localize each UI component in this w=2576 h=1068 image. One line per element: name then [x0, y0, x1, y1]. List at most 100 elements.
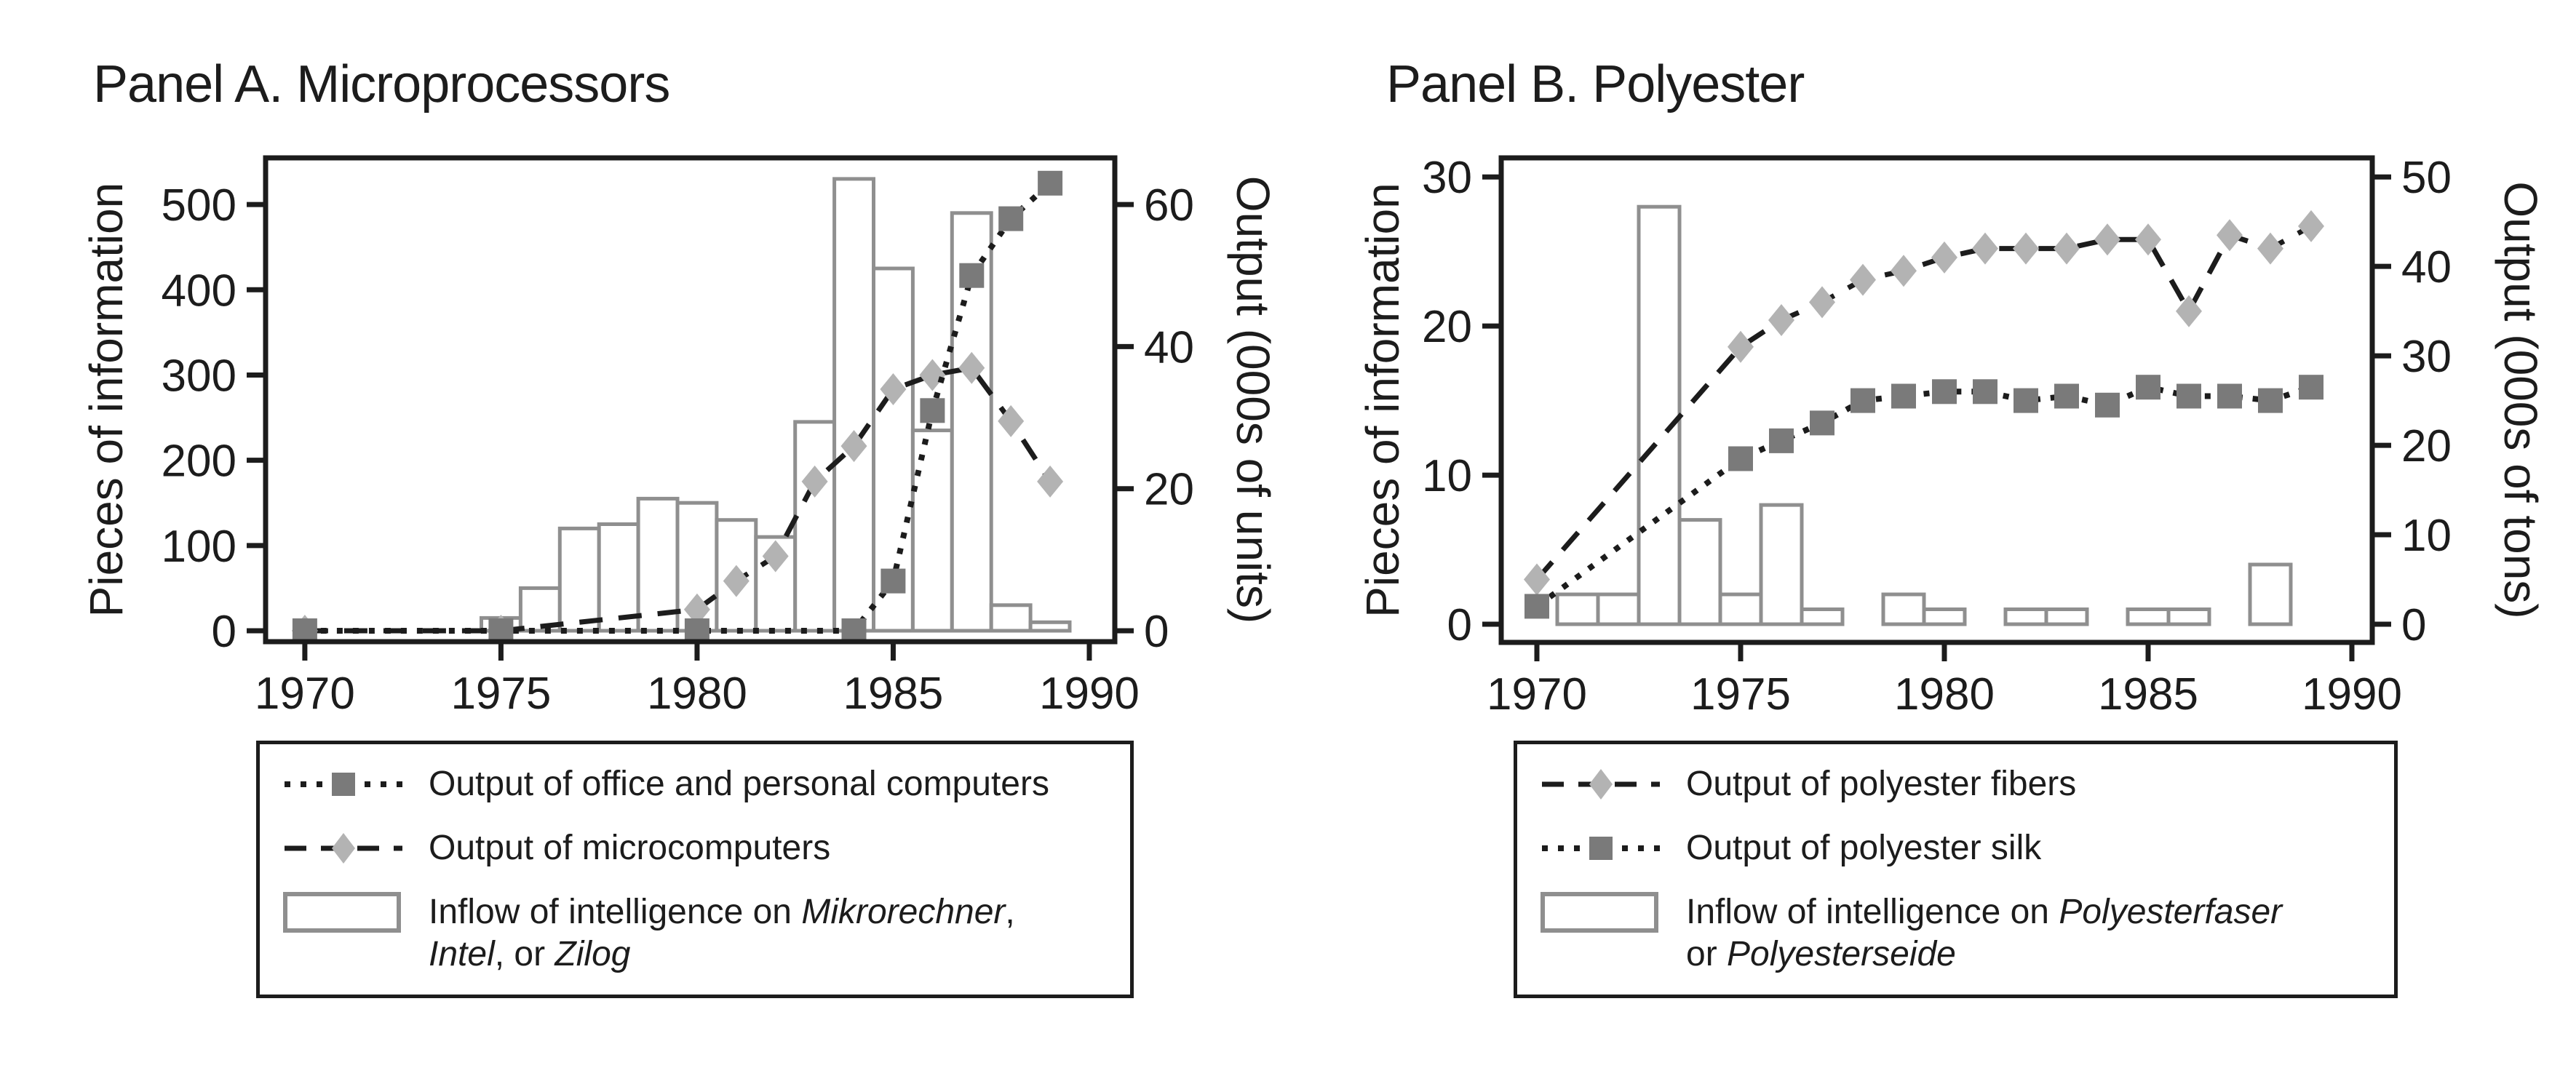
diamond-marker-1970	[1524, 563, 1550, 596]
legend-sample-dotted-square-icon	[285, 773, 402, 796]
right-tick-label-40: 40	[2401, 242, 2452, 292]
x-tick-label-1970: 1970	[255, 669, 355, 719]
square-marker-1975	[1728, 446, 1753, 471]
square-marker-1979	[1891, 383, 1916, 409]
bar-1986	[910, 429, 954, 633]
bar-1989	[1028, 620, 1072, 633]
legend-label: Inflow of intelligence on Polyesterfaser…	[1686, 893, 2283, 973]
right-axis-label: Output (000s of tons)	[2494, 181, 2547, 618]
diamond-marker-1982	[762, 540, 789, 573]
square-marker-icon	[332, 773, 355, 796]
series-line-dashed	[304, 364, 1053, 634]
x-tick-label-1990: 1990	[1039, 669, 1140, 719]
square-marker-1977	[1810, 410, 1834, 436]
square-marker-1985	[2136, 375, 2160, 400]
diamond-marker-1985	[2135, 223, 2161, 256]
right-axis: 0 10 20 30 40 50	[2372, 153, 2452, 650]
square-marker-1970	[1524, 594, 1549, 619]
left-tick-label-100: 100	[162, 522, 236, 572]
bar-1986	[2166, 607, 2211, 626]
diamond-marker-1981	[723, 565, 750, 597]
legend-item: Inflow of intelligence on Polyesterfaser…	[1539, 891, 2381, 976]
series-diamond	[291, 351, 1064, 647]
legend-sample-bar-icon	[1541, 892, 1658, 933]
panel-b-plot: 1970 1975 1980 1985 1990 0 10 20 30 0 10 20 30 40 50 Pi…	[1356, 153, 2547, 720]
legend-label: Output of microcomputers	[429, 829, 831, 867]
bar-1976	[1759, 503, 1804, 626]
bar-1979	[1881, 592, 1926, 626]
square-marker-icon	[1589, 837, 1613, 860]
legend-sample-bar-icon	[283, 892, 401, 933]
x-axis: 1970 1975 1980 1985 1990	[255, 642, 1140, 719]
square-marker-1987	[2217, 383, 2242, 409]
square-marker-1988	[2258, 388, 2283, 413]
bar-1975	[1718, 592, 1763, 626]
right-tick-label-60: 60	[1144, 180, 1194, 231]
x-tick-label-1975: 1975	[450, 669, 551, 719]
right-axis: 0 20 40 60	[1115, 180, 1194, 657]
legend-item: Output of microcomputers	[282, 827, 1117, 869]
x-tick-label-1980: 1980	[1894, 669, 1995, 720]
bar-1983	[793, 420, 837, 633]
legend-sample-dotted-square-icon	[1542, 837, 1660, 860]
legend-item: Output of polyester silk	[1539, 827, 2381, 869]
legend-sample-dashed-diamond-icon	[285, 833, 402, 864]
diamond-marker-1989	[2298, 210, 2324, 242]
series-line-dashed	[1535, 223, 2313, 581]
diamond-marker-1985	[880, 373, 907, 405]
square-marker-1984	[841, 618, 867, 643]
left-axis: 0 10 20 30	[1422, 153, 1501, 650]
legend-sample-dashed-diamond-icon	[1542, 769, 1660, 800]
right-tick-label-0: 0	[1144, 607, 1169, 657]
right-axis-label: Output (000s of units)	[1227, 176, 1279, 623]
panel-b: Panel B. Polyester 1970 1975 1980 1985 1990 0…	[1288, 0, 2576, 1068]
diamond-marker-1987	[958, 351, 985, 384]
left-axis-label: Pieces of information	[80, 183, 132, 618]
left-tick-label-30: 30	[1422, 153, 1472, 203]
square-marker-1970	[292, 618, 317, 643]
square-marker-1988	[998, 206, 1024, 231]
bar-1985	[2126, 607, 2171, 626]
bar-1972	[1596, 592, 1641, 626]
legend-item: Output of polyester fibers	[1539, 763, 2381, 805]
left-axis: 0 100 200 300 400 500	[162, 180, 266, 657]
bar-1971	[1555, 592, 1600, 626]
diamond-marker-1987	[2217, 219, 2243, 252]
x-tick-label-1990: 1990	[2302, 669, 2402, 720]
diamond-marker-1984	[840, 430, 867, 463]
square-marker-1986	[920, 398, 945, 423]
diamond-marker-1978	[1850, 263, 1876, 296]
diamond-marker-1975	[1728, 330, 1754, 363]
left-tick-label-20: 20	[1422, 302, 1472, 352]
square-marker-1989	[1038, 170, 1063, 196]
legend-label: Output of office and personal computers	[429, 765, 1049, 803]
legend-item: Inflow of intelligence on Mikrorechner, I…	[282, 891, 1117, 976]
series-square	[1524, 375, 2323, 619]
square-marker-1981	[1973, 379, 1997, 405]
bar-outline-icon	[1541, 892, 1658, 933]
diamond-marker-1986	[2176, 295, 2202, 327]
legend-item: Output of office and personal computers	[282, 763, 1117, 805]
x-tick-label-1980: 1980	[647, 669, 747, 719]
panel-a-legend: Output of office and personal computers O…	[256, 741, 1134, 998]
diamond-marker-icon	[332, 833, 355, 864]
bar-1984	[832, 177, 875, 633]
square-marker-1986	[2177, 383, 2201, 409]
bar-1973	[1637, 204, 1682, 626]
plot-frame	[1498, 155, 2375, 645]
square-marker-1983	[2054, 383, 2079, 409]
series-diamond	[1524, 210, 2324, 596]
x-tick-label-1970: 1970	[1487, 669, 1587, 720]
x-axis: 1970 1975 1980 1985 1990	[1487, 642, 2402, 720]
x-tick-label-1975: 1975	[1690, 669, 1791, 720]
legend-label: Inflow of intelligence on Mikrorechner, I…	[429, 893, 1015, 973]
series-square	[292, 170, 1063, 643]
square-marker-1989	[2299, 375, 2323, 400]
left-tick-label-500: 500	[162, 180, 236, 231]
diamond-marker-1983	[2054, 232, 2080, 265]
diamond-marker-1977	[1809, 286, 1835, 319]
legend-label: Output of polyester silk	[1686, 829, 2042, 867]
panel-a-plot: 1970 1975 1980 1985 199001002003004005000204…	[80, 155, 1279, 719]
square-marker-1980	[1932, 379, 1957, 405]
